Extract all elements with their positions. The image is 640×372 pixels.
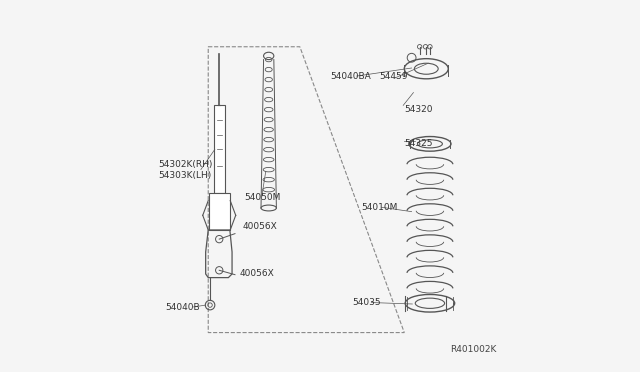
Text: 40056X: 40056X [243, 222, 277, 231]
Text: 54040B: 54040B [165, 303, 200, 312]
FancyBboxPatch shape [214, 105, 225, 193]
FancyBboxPatch shape [209, 193, 230, 230]
Text: 40056X: 40056X [239, 269, 274, 278]
Text: 54320: 54320 [404, 105, 433, 113]
Text: 54303K(LH): 54303K(LH) [158, 170, 211, 180]
Text: 54040BA: 54040BA [330, 71, 371, 81]
Text: 54010M: 54010M [362, 203, 398, 212]
Text: 54050M: 54050M [244, 193, 280, 202]
Text: R401002K: R401002K [450, 344, 497, 353]
Text: 54302K(RH): 54302K(RH) [158, 160, 212, 169]
Text: 54325: 54325 [404, 140, 433, 148]
Text: 54459: 54459 [380, 71, 408, 81]
Text: 54035: 54035 [352, 298, 381, 307]
